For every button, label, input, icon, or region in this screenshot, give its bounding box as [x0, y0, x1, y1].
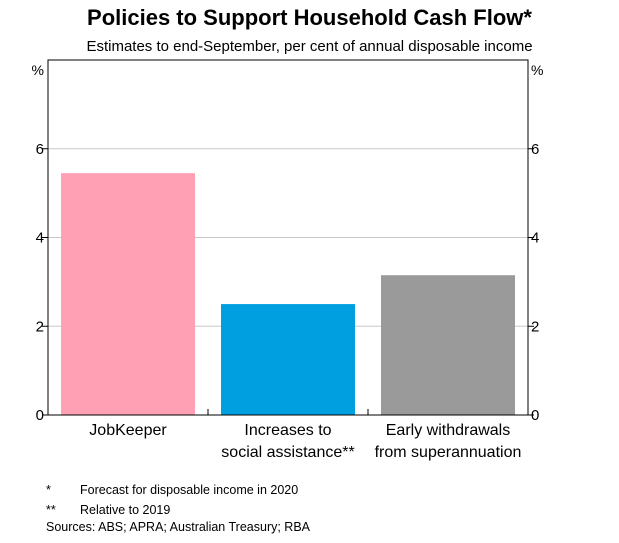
footnotes: * Forecast for disposable income in 2020… [46, 480, 298, 520]
tick-labels: 0 0 2 2 4 4 6 6 [36, 141, 540, 424]
y-tick-label-left: 2 [36, 318, 44, 335]
y-tick-label-right: 6 [531, 141, 539, 158]
category-label: JobKeeper [89, 422, 167, 439]
category-label: social assistance** [221, 444, 354, 461]
y-tick-label-left: 6 [36, 141, 44, 158]
footnote-text: Forecast for disposable income in 2020 [80, 483, 299, 497]
footnote-mark: ** [46, 503, 56, 517]
y-unit-left: % [32, 62, 44, 78]
bar [381, 275, 515, 415]
bar [221, 304, 355, 415]
chart-subtitle: Estimates to end-September, per cent of … [86, 38, 533, 55]
y-tick-label-right: 4 [531, 230, 539, 247]
y-tick-label-right: 0 [531, 407, 539, 424]
footnote-text: Relative to 2019 [80, 503, 171, 517]
chart-title: Policies to Support Household Cash Flow* [87, 5, 532, 30]
footnote: ** Relative to 2019 [46, 500, 298, 520]
y-tick-label-left: 0 [36, 407, 44, 424]
bar [61, 173, 195, 415]
category-labels: JobKeeper Increases to social assistance**… [89, 422, 521, 461]
category-label: Early withdrawals [386, 422, 510, 439]
sources: Sources: ABS; APRA; Australian Treasury;… [46, 520, 311, 534]
footnote: * Forecast for disposable income in 2020 [46, 480, 298, 500]
category-label: from superannuation [375, 444, 522, 461]
footnote-mark: * [46, 483, 51, 497]
bar-chart: 0 0 2 2 4 4 6 6 JobKeeper Increases to social ass… [32, 59, 543, 461]
y-tick-label-left: 4 [36, 230, 44, 247]
category-label: Increases to [244, 422, 331, 439]
y-tick-label-right: 2 [531, 318, 539, 335]
y-unit-right: % [531, 62, 543, 78]
bars [61, 173, 515, 415]
